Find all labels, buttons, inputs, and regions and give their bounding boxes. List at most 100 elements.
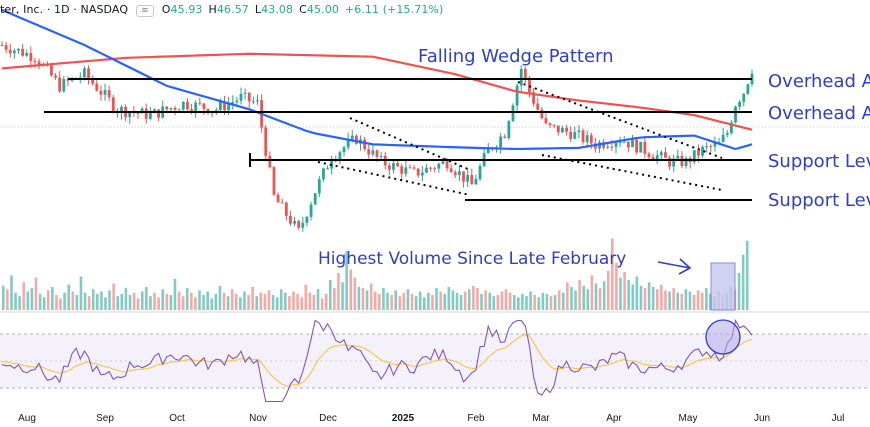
high-value: 46.57 bbox=[216, 3, 249, 16]
volume-bar bbox=[414, 296, 418, 310]
candle-body bbox=[272, 167, 276, 195]
volume-bar bbox=[586, 289, 590, 310]
x-tick-label: Jun bbox=[754, 413, 770, 424]
volume-bar bbox=[222, 292, 226, 310]
volume-bar bbox=[10, 275, 13, 310]
candle-body bbox=[478, 166, 482, 179]
x-tick-label: Dec bbox=[319, 413, 337, 424]
volume-bar bbox=[741, 254, 745, 310]
candle-body bbox=[746, 84, 750, 94]
volume-bar bbox=[96, 293, 99, 310]
candle-body bbox=[589, 135, 593, 144]
volume-bar bbox=[153, 292, 156, 310]
volume-bar bbox=[700, 292, 704, 310]
volume-bar bbox=[602, 281, 606, 310]
volume-bar bbox=[288, 296, 291, 310]
candle-body bbox=[350, 135, 354, 140]
candle-body bbox=[622, 141, 626, 143]
candle-body bbox=[227, 103, 231, 111]
volume-bar bbox=[545, 293, 549, 310]
candle-body bbox=[692, 150, 696, 163]
volume-bar bbox=[202, 295, 205, 310]
candle-body bbox=[581, 130, 585, 142]
candle-body bbox=[466, 174, 470, 182]
candle-body bbox=[346, 139, 350, 148]
candle-body bbox=[128, 112, 132, 118]
candle-body bbox=[289, 215, 292, 224]
volume-bar bbox=[112, 283, 115, 310]
volume-bar bbox=[140, 291, 144, 310]
volume-bar bbox=[418, 291, 422, 310]
volume-bar bbox=[541, 292, 545, 310]
candle-body bbox=[144, 108, 148, 119]
x-tick-label: Aug bbox=[18, 413, 36, 424]
volume-bar bbox=[402, 292, 406, 310]
x-tick-label: Feb bbox=[467, 413, 485, 424]
symbol-name[interactable]: ter, Inc. · 1D · NASDAQ bbox=[0, 3, 129, 16]
volume-bar bbox=[508, 292, 512, 310]
volume-bar bbox=[745, 240, 749, 310]
volume-bar bbox=[357, 286, 361, 310]
candle-body bbox=[544, 118, 548, 124]
candle-body bbox=[486, 147, 490, 154]
volume-bar bbox=[680, 293, 684, 310]
volume-bar bbox=[365, 290, 369, 310]
candle-body bbox=[507, 121, 511, 138]
x-tick-label: Nov bbox=[249, 413, 267, 424]
candle-body bbox=[256, 100, 259, 102]
candle-body bbox=[631, 139, 634, 148]
candle-body bbox=[25, 52, 29, 56]
candle-body bbox=[214, 110, 218, 112]
volume-bar bbox=[324, 293, 328, 310]
wedge-line-1-upper bbox=[349, 117, 471, 171]
candle-body bbox=[338, 152, 342, 160]
candle-body bbox=[284, 202, 288, 216]
volume-bar bbox=[606, 270, 610, 310]
candle-body bbox=[173, 107, 177, 110]
candle-body bbox=[721, 134, 725, 142]
indicator-badge[interactable]: ≋ bbox=[136, 5, 154, 17]
candle-body bbox=[120, 106, 123, 113]
candle-body bbox=[503, 136, 507, 138]
candle-body bbox=[293, 220, 296, 224]
volume-bar bbox=[38, 293, 42, 310]
volume-bar bbox=[83, 292, 87, 310]
candle-body bbox=[387, 165, 391, 170]
candle-body bbox=[33, 61, 37, 63]
volume-bar bbox=[623, 271, 626, 310]
volume-bar bbox=[275, 297, 279, 310]
candle-body bbox=[91, 78, 95, 84]
volume-bar bbox=[218, 285, 222, 310]
candle-body bbox=[523, 68, 527, 78]
candle-body bbox=[50, 65, 53, 76]
x-tick-label: Sep bbox=[96, 413, 114, 424]
volume-bar bbox=[476, 288, 479, 310]
candle-body bbox=[301, 222, 305, 228]
volume-bar bbox=[655, 289, 659, 310]
volume-bar bbox=[104, 297, 107, 310]
volume-bar bbox=[651, 286, 655, 310]
volume-bar bbox=[173, 278, 177, 310]
volume-bar bbox=[664, 290, 667, 310]
candle-body bbox=[412, 167, 416, 169]
candle-body bbox=[21, 48, 25, 56]
fast-moving-average-line bbox=[1, 8, 753, 151]
volume-bar bbox=[42, 297, 46, 310]
volume-bar bbox=[378, 293, 381, 310]
volume-bars bbox=[2, 238, 749, 310]
candle-body bbox=[659, 152, 663, 156]
volume-bar bbox=[684, 289, 688, 310]
candle-body bbox=[618, 141, 622, 143]
candle-body bbox=[742, 93, 746, 102]
volume-bar bbox=[410, 293, 414, 310]
volume-bar bbox=[337, 273, 340, 310]
candle-body bbox=[99, 90, 103, 95]
volume-bar bbox=[574, 290, 577, 310]
x-tick-label: Mar bbox=[532, 413, 550, 424]
volume-bar bbox=[128, 295, 132, 310]
candle-body bbox=[639, 141, 643, 153]
volume-bar bbox=[349, 269, 353, 310]
low-label: L bbox=[254, 3, 262, 16]
volume-bar bbox=[30, 288, 34, 310]
